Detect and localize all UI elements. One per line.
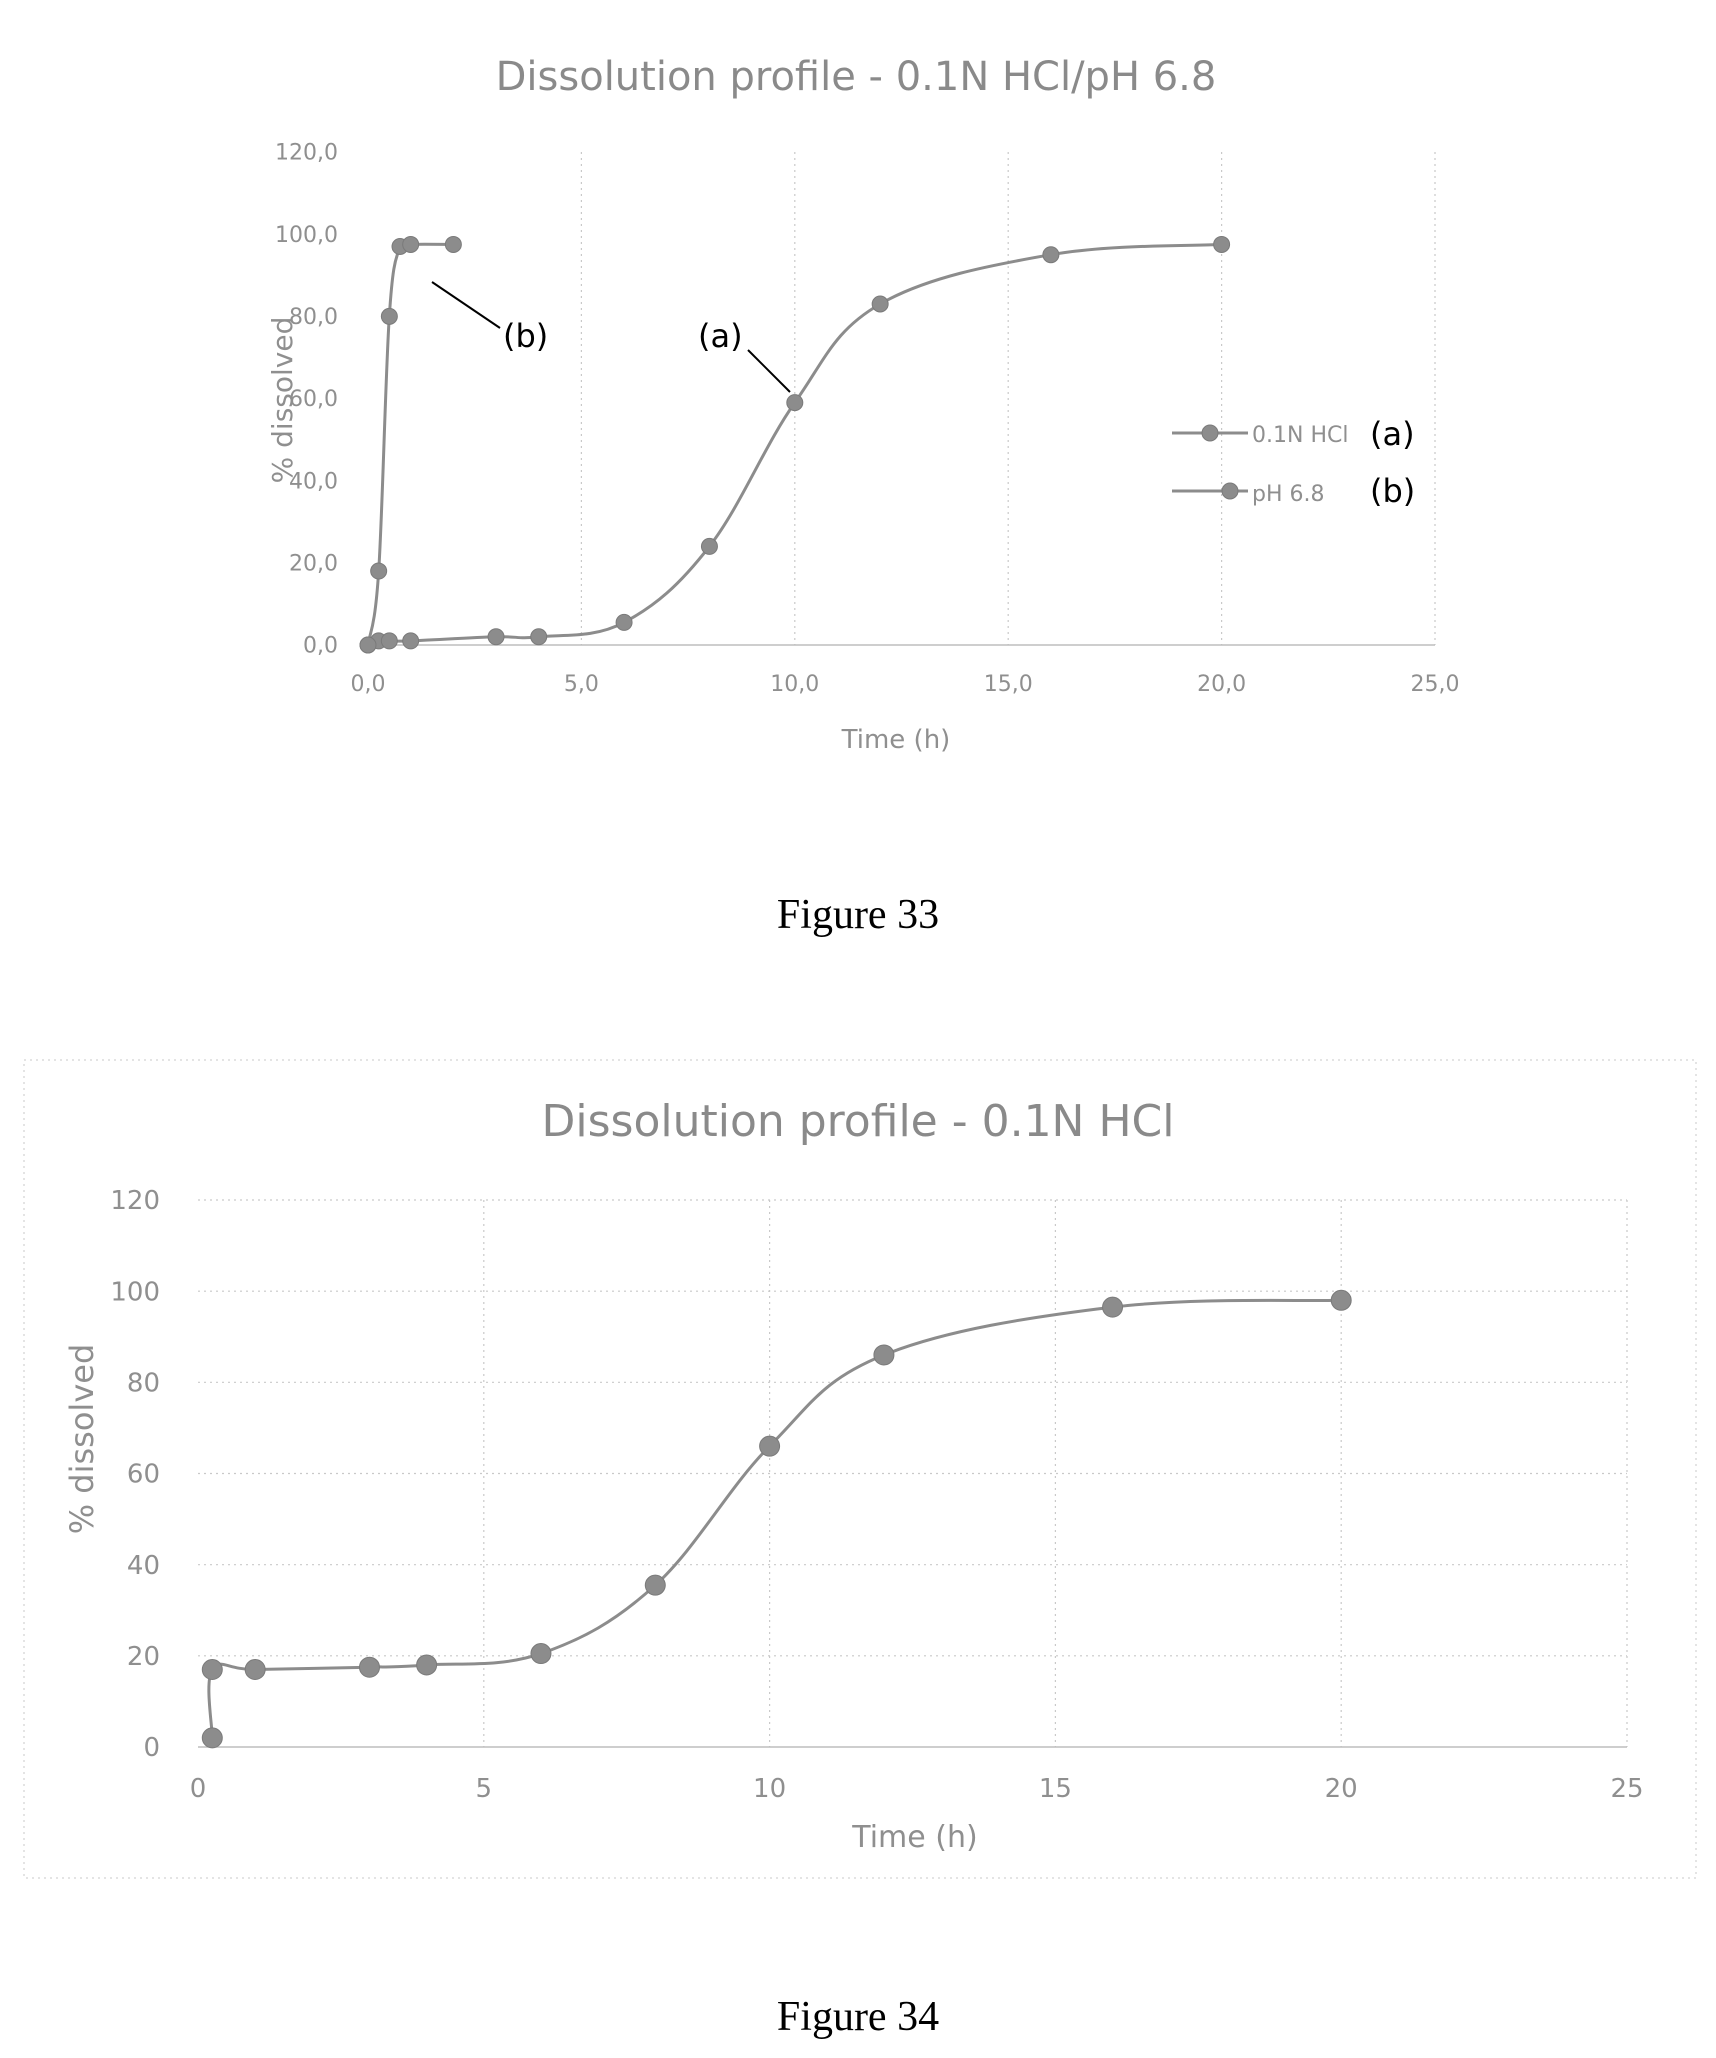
data-point bbox=[244, 1659, 266, 1681]
legend-label-hcl: 0.1N HCl bbox=[1252, 423, 1348, 448]
y-tick-label: 120,0 bbox=[275, 141, 338, 166]
x-tick-label: 25,0 bbox=[1411, 672, 1460, 697]
y-tick-labels: 0 20 40 60 80 100 120 bbox=[110, 1186, 160, 1763]
series-line bbox=[366, 238, 454, 646]
y-tick-label: 120 bbox=[110, 1186, 160, 1216]
figure-caption-34: Figure 34 bbox=[777, 1994, 939, 2040]
x-tick-label: 0,0 bbox=[351, 672, 386, 697]
data-series bbox=[359, 235, 1231, 654]
legend-entry-ph68: pH 6.8 (b) bbox=[1172, 472, 1415, 510]
x-tick-label: 20 bbox=[1325, 1774, 1358, 1804]
series-line bbox=[207, 1298, 1342, 1738]
chart-title: Dissolution profile - 0.1N HCl/pH 6.8 bbox=[496, 54, 1217, 100]
x-tick-labels: 0,0 5,0 10,0 15,0 20,0 25,0 bbox=[351, 672, 1460, 697]
y-tick-label: 40,0 bbox=[289, 469, 338, 494]
x-axis-title: Time (h) bbox=[841, 725, 951, 755]
data-point bbox=[358, 1656, 380, 1678]
data-point bbox=[1102, 1296, 1124, 1318]
y-tick-label: 60 bbox=[127, 1460, 160, 1490]
data-point bbox=[530, 628, 548, 646]
y-tick-label: 0,0 bbox=[303, 634, 338, 659]
data-point bbox=[759, 1435, 781, 1457]
data-point bbox=[416, 1654, 438, 1676]
data-point bbox=[644, 1574, 666, 1596]
y-tick-label: 20 bbox=[127, 1642, 160, 1672]
data-point bbox=[1042, 246, 1060, 264]
x-tick-label: 25 bbox=[1610, 1774, 1643, 1804]
series-0 bbox=[201, 1289, 1352, 1749]
x-tick-label: 0 bbox=[190, 1774, 207, 1804]
gridlines bbox=[580, 152, 1436, 645]
x-tick-label: 5 bbox=[476, 1774, 493, 1804]
x-axis-title: Time (h) bbox=[851, 1820, 977, 1855]
data-point bbox=[201, 1727, 223, 1749]
y-tick-label: 80,0 bbox=[289, 305, 338, 330]
data-point bbox=[402, 235, 420, 253]
data-point bbox=[1330, 1289, 1352, 1311]
chart-dissolution-hcl: Dissolution profile - 0.1N HCl 0 5 10 15 20 2… bbox=[23, 1059, 1697, 1879]
legend-marker-hcl bbox=[1201, 424, 1219, 442]
data-point bbox=[871, 295, 889, 313]
data-point bbox=[700, 537, 718, 555]
chart-dissolution-hcl-ph68: Dissolution profile - 0.1N HCl/pH 6.8 0,… bbox=[266, 54, 1459, 755]
data-point bbox=[786, 394, 804, 412]
legend-tag-b: (b) bbox=[1370, 472, 1415, 510]
annotation-a: (a) bbox=[698, 317, 743, 355]
y-axis-title: % dissolved bbox=[63, 1344, 101, 1535]
data-point bbox=[380, 632, 398, 650]
y-axis-title: % dissolved bbox=[266, 317, 299, 484]
series-1 bbox=[359, 235, 462, 654]
y-tick-labels: 0,0 20,0 40,0 60,0 80,0 100,0 120,0 bbox=[275, 141, 338, 659]
data-point bbox=[402, 632, 420, 650]
x-tick-labels: 0 5 10 15 20 25 bbox=[190, 1774, 1644, 1804]
y-tick-label: 20,0 bbox=[289, 552, 338, 577]
legend-tag-a: (a) bbox=[1370, 415, 1415, 453]
x-tick-label: 20,0 bbox=[1197, 672, 1246, 697]
x-tick-label: 15 bbox=[1039, 1774, 1072, 1804]
x-tick-label: 10 bbox=[753, 1774, 786, 1804]
data-point bbox=[359, 636, 377, 654]
annotation-leader-b bbox=[431, 281, 501, 329]
x-tick-label: 5,0 bbox=[564, 672, 599, 697]
y-tick-label: 80 bbox=[127, 1368, 160, 1398]
legend-label-ph68: pH 6.8 bbox=[1252, 482, 1325, 507]
figure-caption-33: Figure 33 bbox=[777, 892, 939, 938]
legend-entry-hcl: 0.1N HCl (a) bbox=[1172, 415, 1415, 453]
annotation-leader-a bbox=[747, 349, 791, 393]
chart-title: Dissolution profile - 0.1N HCl bbox=[542, 1096, 1175, 1147]
legend-marker-ph68 bbox=[1221, 482, 1239, 500]
data-point bbox=[873, 1344, 895, 1366]
legend: 0.1N HCl (a) pH 6.8 (b) bbox=[1172, 415, 1415, 510]
data-point bbox=[530, 1643, 552, 1665]
x-tick-label: 10,0 bbox=[770, 672, 819, 697]
annotation-b: (b) bbox=[503, 317, 548, 355]
y-tick-label: 60,0 bbox=[289, 387, 338, 412]
data-series bbox=[201, 1289, 1352, 1749]
data-point bbox=[615, 613, 633, 631]
y-tick-label: 40 bbox=[127, 1551, 160, 1581]
data-point bbox=[444, 235, 462, 253]
data-point bbox=[380, 307, 398, 325]
chart-frame bbox=[23, 1059, 1697, 1879]
x-tick-label: 15,0 bbox=[984, 672, 1033, 697]
y-tick-label: 100,0 bbox=[275, 223, 338, 248]
y-tick-label: 100 bbox=[110, 1277, 160, 1307]
data-point bbox=[1213, 235, 1231, 253]
y-tick-label: 0 bbox=[143, 1733, 160, 1763]
data-point bbox=[487, 628, 505, 646]
data-point bbox=[370, 562, 388, 580]
data-point bbox=[201, 1659, 223, 1681]
